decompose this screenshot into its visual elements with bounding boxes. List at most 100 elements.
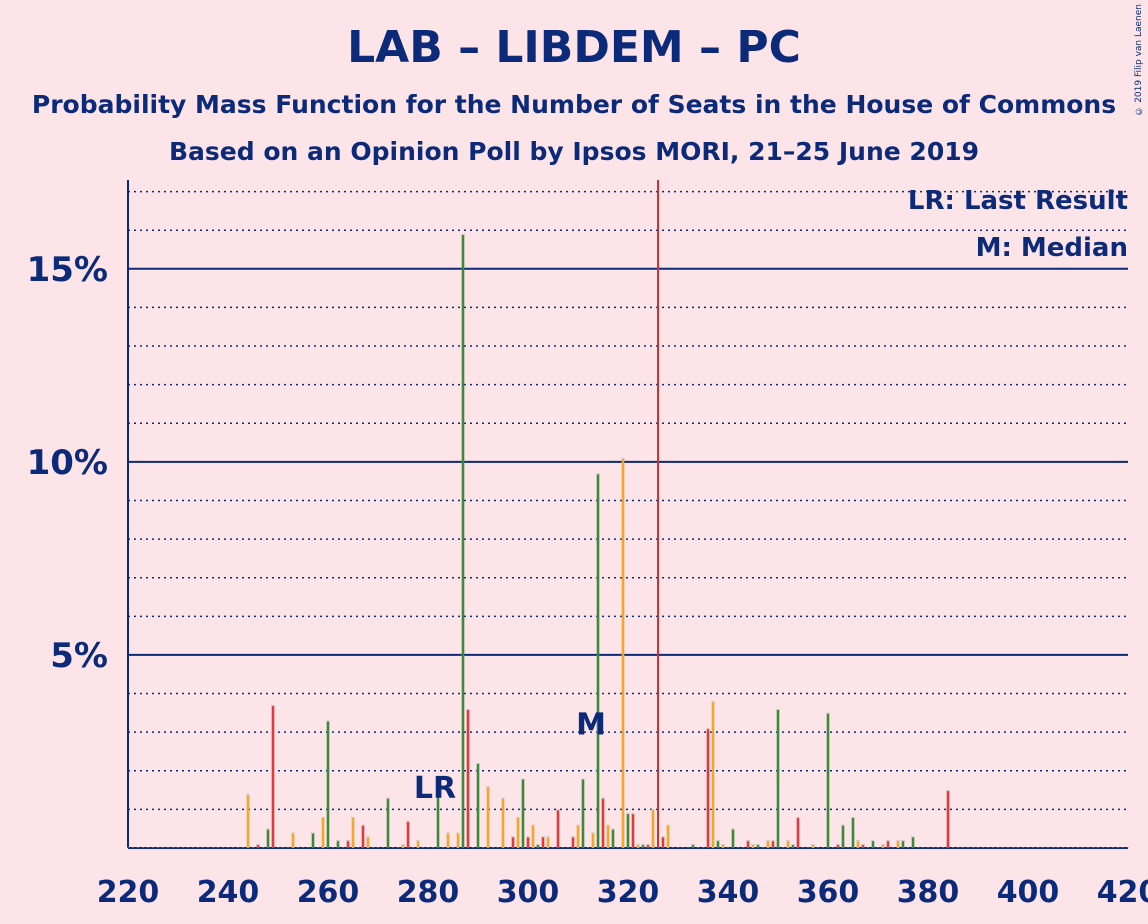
x-tick-label: 340: [697, 875, 760, 910]
y-tick-label: 10%: [27, 443, 108, 483]
bar-orange: [321, 817, 325, 848]
bar-green: [476, 763, 480, 848]
bar-red: [631, 813, 635, 848]
bar-green: [841, 824, 845, 848]
bar-red: [746, 840, 750, 848]
bar-green: [581, 778, 585, 848]
bar-orange: [576, 824, 580, 848]
bar-orange: [621, 458, 625, 848]
x-tick-label: 280: [397, 875, 460, 910]
bar-red: [706, 728, 710, 848]
bar-red: [796, 817, 800, 848]
bar-green: [386, 797, 390, 848]
bar-orange: [651, 809, 655, 848]
bar-orange: [711, 701, 715, 848]
bar-green: [791, 844, 795, 848]
bar-orange: [666, 824, 670, 848]
bar-green: [756, 844, 760, 848]
bar-red: [541, 836, 545, 848]
x-tick-label: 380: [897, 875, 960, 910]
bar-green: [716, 840, 720, 848]
bar-red: [861, 844, 865, 848]
bar-orange: [786, 840, 790, 848]
x-tick-label: 400: [997, 875, 1060, 910]
bar-red: [771, 840, 775, 848]
bar-red: [346, 840, 350, 848]
median-marker: M: [576, 707, 606, 742]
x-tick-label: 260: [297, 875, 360, 910]
bar-orange: [486, 786, 490, 848]
bar-green: [536, 844, 540, 848]
bar-orange: [856, 840, 860, 848]
bar-green: [641, 844, 645, 848]
bar-orange: [446, 832, 450, 848]
x-tick-label: 240: [197, 875, 260, 910]
bar-orange: [896, 840, 900, 848]
bar-green: [626, 813, 630, 848]
bar-orange: [636, 844, 640, 848]
x-tick-label: 220: [97, 875, 160, 910]
bar-red: [256, 844, 260, 848]
bar-red: [466, 708, 470, 848]
bar-green: [731, 828, 735, 848]
bar-orange: [366, 836, 370, 848]
bar-red: [886, 840, 890, 848]
bar-green: [776, 708, 780, 848]
bar-green: [691, 844, 695, 848]
bar-red: [406, 820, 410, 848]
bar-green: [461, 234, 465, 848]
x-tick-label: 300: [497, 875, 560, 910]
bar-orange: [531, 824, 535, 848]
bar-orange: [351, 817, 355, 848]
bar-red: [836, 844, 840, 848]
bar-red: [511, 836, 515, 848]
bar-orange: [456, 832, 460, 848]
bar-orange: [501, 797, 505, 848]
bar-orange: [811, 844, 815, 848]
bar-green: [596, 473, 600, 848]
bar-orange: [516, 817, 520, 848]
bar-green: [851, 817, 855, 848]
chart-title: LAB – LIBDEM – PC: [347, 22, 801, 73]
bar-red: [646, 844, 650, 848]
bar-orange: [546, 836, 550, 848]
bar-green: [311, 832, 315, 848]
bar-green: [336, 840, 340, 848]
bar-green: [911, 836, 915, 848]
bar-orange: [721, 844, 725, 848]
x-tick-label: 360: [797, 875, 860, 910]
x-tick-label: 320: [597, 875, 660, 910]
bar-orange: [606, 824, 610, 848]
y-tick-label: 5%: [50, 636, 108, 676]
bar-red: [601, 797, 605, 848]
bar-green: [611, 828, 615, 848]
bar-red: [271, 705, 275, 848]
bar-green: [436, 786, 440, 848]
bar-orange: [751, 844, 755, 848]
bar-green: [326, 720, 330, 848]
legend-last-result: LR: Last Result: [908, 186, 1128, 216]
bar-orange: [291, 832, 295, 848]
chart-subtitle: Probability Mass Function for the Number…: [31, 90, 1117, 119]
bar-red: [556, 809, 560, 848]
bar-green: [521, 778, 525, 848]
bar-orange: [591, 832, 595, 848]
bar-red: [946, 790, 950, 848]
bar-orange: [416, 840, 420, 848]
bar-green: [871, 840, 875, 848]
bar-red: [571, 836, 575, 848]
bar-red: [526, 836, 530, 848]
bar-red: [361, 824, 365, 848]
bar-orange: [881, 844, 885, 848]
x-tick-label: 420: [1097, 875, 1148, 910]
bar-red: [661, 836, 665, 848]
bar-green: [901, 840, 905, 848]
bar-green: [826, 712, 830, 848]
bar-orange: [246, 793, 250, 848]
bar-orange: [401, 844, 405, 848]
last-result-marker: LR: [414, 771, 456, 806]
y-tick-label: 15%: [27, 250, 108, 290]
bar-green: [266, 828, 270, 848]
legend-median: M: Median: [976, 233, 1128, 263]
